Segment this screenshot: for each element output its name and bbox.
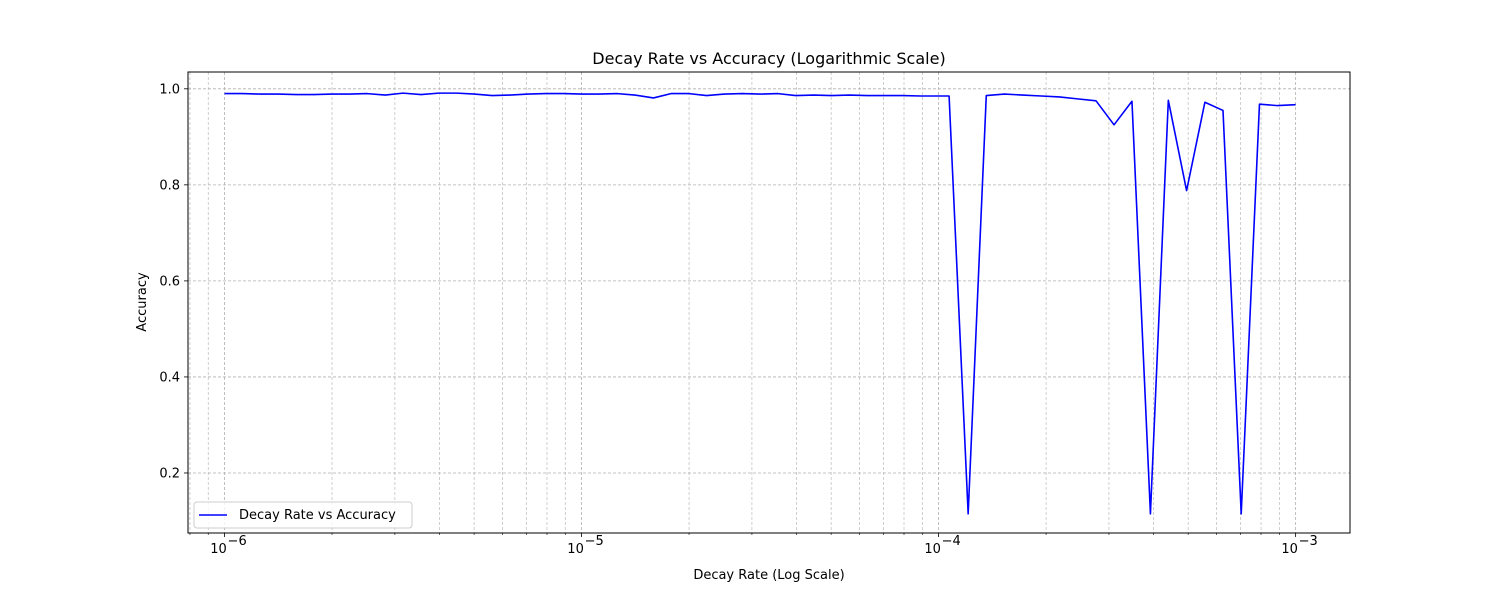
y-tick-label: 0.8 bbox=[159, 178, 180, 193]
legend: Decay Rate vs Accuracy bbox=[193, 501, 413, 529]
x-tick-exponent: −6 bbox=[228, 534, 247, 549]
legend-box bbox=[193, 501, 413, 529]
y-tick-label: 1.0 bbox=[159, 82, 180, 97]
series-layer bbox=[224, 92, 1296, 515]
legend-label: Decay Rate vs Accuracy bbox=[239, 508, 396, 523]
x-tick-label: 10 bbox=[210, 542, 227, 557]
ticks: 10−610−510−410−30.20.40.60.81.0 bbox=[159, 82, 1317, 557]
axes-frame bbox=[187, 71, 1351, 534]
y-axis-label: Accuracy bbox=[135, 272, 150, 332]
x-axis-label: Decay Rate (Log Scale) bbox=[693, 568, 844, 583]
grid bbox=[188, 72, 1350, 533]
series-line bbox=[224, 92, 1296, 515]
y-tick-label: 0.4 bbox=[159, 370, 180, 385]
x-tick-exponent: −5 bbox=[585, 534, 604, 549]
y-tick-label: 0.2 bbox=[159, 466, 180, 481]
x-tick-label: 10 bbox=[567, 542, 584, 557]
chart-title: Decay Rate vs Accuracy (Logarithmic Scal… bbox=[592, 49, 945, 68]
x-tick-exponent: −4 bbox=[942, 534, 961, 549]
x-tick-label: 10 bbox=[1281, 542, 1298, 557]
x-tick-label: 10 bbox=[924, 542, 941, 557]
x-tick-exponent: −3 bbox=[1299, 534, 1318, 549]
y-tick-label: 0.6 bbox=[159, 274, 180, 289]
